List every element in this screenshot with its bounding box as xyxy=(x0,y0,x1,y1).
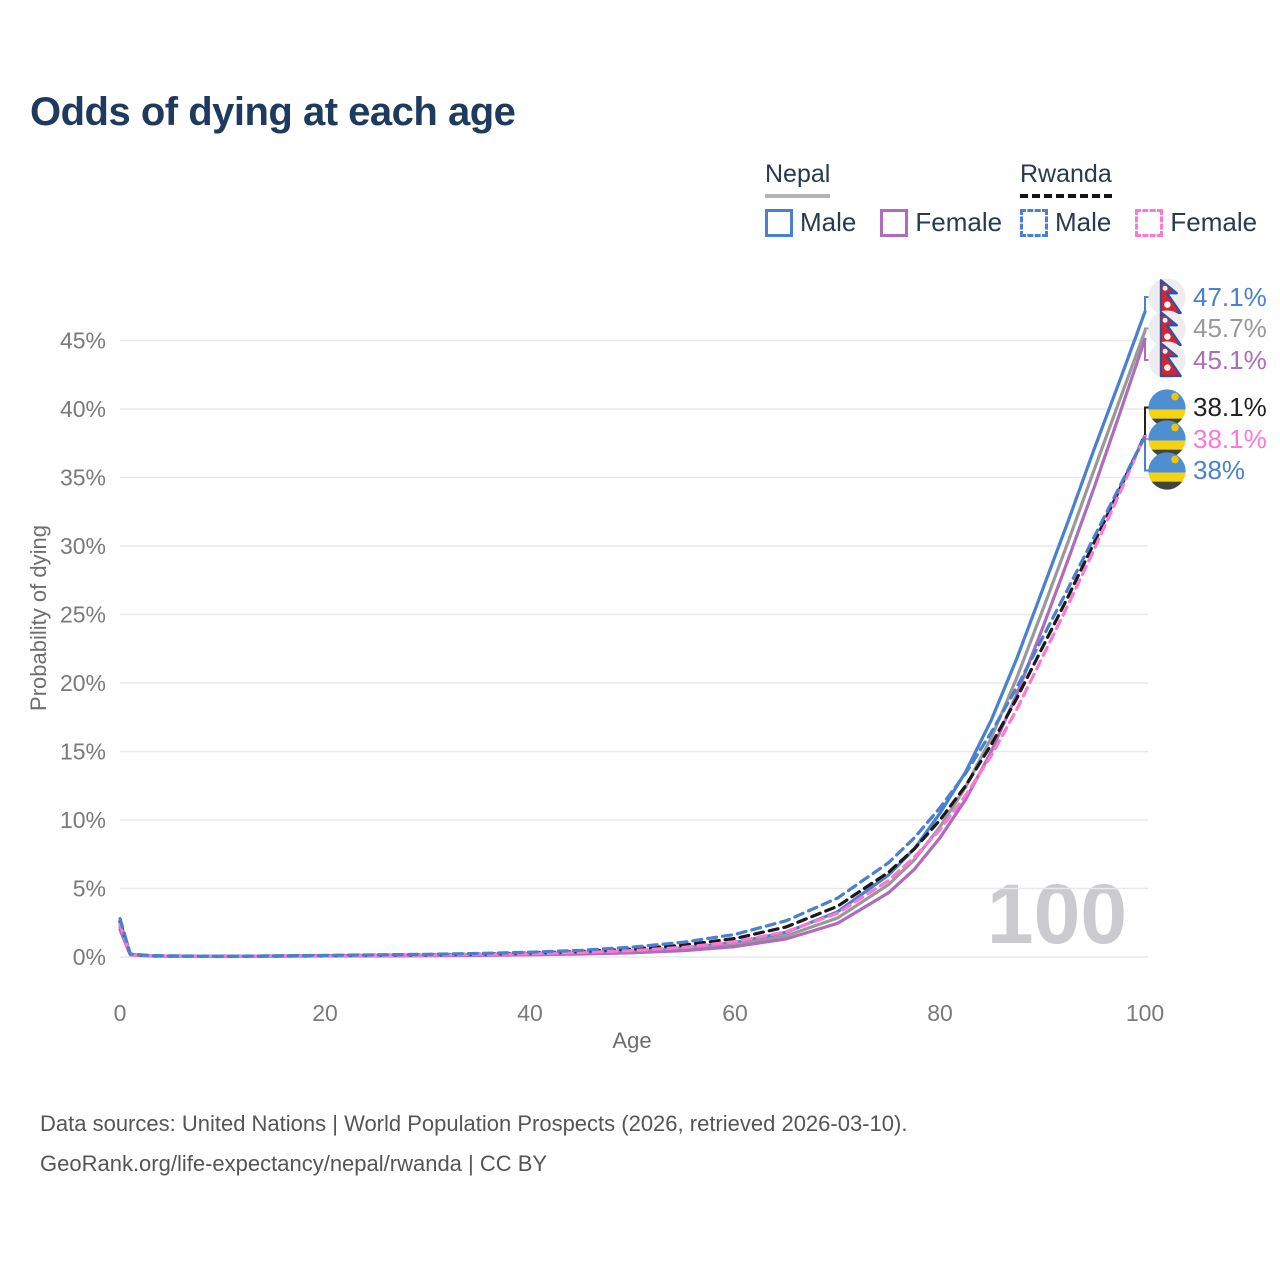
legend-country-rwanda[interactable]: Rwanda xyxy=(1020,160,1112,198)
legend-label: Male xyxy=(800,207,857,237)
series-line-nepal-female[interactable] xyxy=(118,337,1147,959)
y-axis-title: Probability of dying xyxy=(26,525,51,711)
page-title: Odds of dying at each age xyxy=(30,90,516,134)
y-tick-label: 0% xyxy=(73,944,106,970)
footer-attribution: GeoRank.org/life-expectancy/nepal/rwanda… xyxy=(40,1151,548,1176)
x-tick-label: 80 xyxy=(927,1000,953,1026)
y-tick-label: 45% xyxy=(60,328,106,354)
legend-group-nepal: Nepal Male Female xyxy=(765,160,1002,238)
legend-item-nepal-male[interactable]: Male xyxy=(765,207,856,238)
label-connectors-layer xyxy=(1144,296,1151,472)
label-connector-nepal-male xyxy=(1144,296,1151,312)
age-watermark: 100 xyxy=(987,867,1127,961)
y-tick-label: 5% xyxy=(73,876,106,902)
y-tick-label: 20% xyxy=(60,670,106,696)
label-connector-nepal-female xyxy=(1144,339,1151,361)
y-tick-label: 30% xyxy=(60,533,106,559)
y-tick-label: 10% xyxy=(60,807,106,833)
label-connector-nepal-both xyxy=(1144,327,1151,331)
legend-label: Female xyxy=(1170,207,1258,237)
x-axis-title: Age xyxy=(612,1028,651,1053)
x-tick-label: 60 xyxy=(722,1000,748,1026)
series-line-nepal-both[interactable] xyxy=(118,329,1147,959)
series-layer xyxy=(118,310,1147,959)
legend-label: Male xyxy=(1055,207,1112,237)
label-connector-rwanda-both xyxy=(1144,406,1151,435)
footer-data-sources: Data sources: United Nations | World Pop… xyxy=(40,1111,908,1136)
gridlines-layer xyxy=(120,339,1148,958)
legend-item-rwanda-female[interactable]: Female xyxy=(1135,207,1257,238)
rwanda-male-line-swatch xyxy=(1020,208,1048,237)
series-line-rwanda-male[interactable] xyxy=(118,434,1147,958)
x-tick-label: 20 xyxy=(312,1000,338,1026)
y-tick-label: 35% xyxy=(60,465,106,491)
y-tick-label: 40% xyxy=(60,396,106,422)
footer: Data sources: United Nations | World Pop… xyxy=(40,1104,907,1184)
legend-label: Female xyxy=(915,207,1003,237)
tick-labels-layer: 0% 5% 10% 15% 20% 25% 30% 35% 40% 45% 0 20 40 60 80 100 xyxy=(60,328,1164,1027)
x-tick-label: 0 xyxy=(114,1000,127,1026)
y-tick-label: 25% xyxy=(60,602,106,628)
legend-country-nepal[interactable]: Nepal xyxy=(765,160,831,198)
label-connector-rwanda-male xyxy=(1144,436,1151,472)
legend-item-nepal-female[interactable]: Female xyxy=(880,207,1002,238)
nepal-female-line-swatch xyxy=(880,208,909,237)
x-tick-label: 100 xyxy=(1126,1000,1164,1026)
x-tick-label: 40 xyxy=(517,1000,543,1026)
rwanda-female-line-swatch xyxy=(1135,208,1164,237)
legend-item-rwanda-male[interactable]: Male xyxy=(1020,207,1111,238)
legend-group-rwanda: Rwanda Male Female xyxy=(1020,160,1257,238)
y-tick-label: 15% xyxy=(60,739,106,765)
nepal-male-line-swatch xyxy=(765,208,793,237)
